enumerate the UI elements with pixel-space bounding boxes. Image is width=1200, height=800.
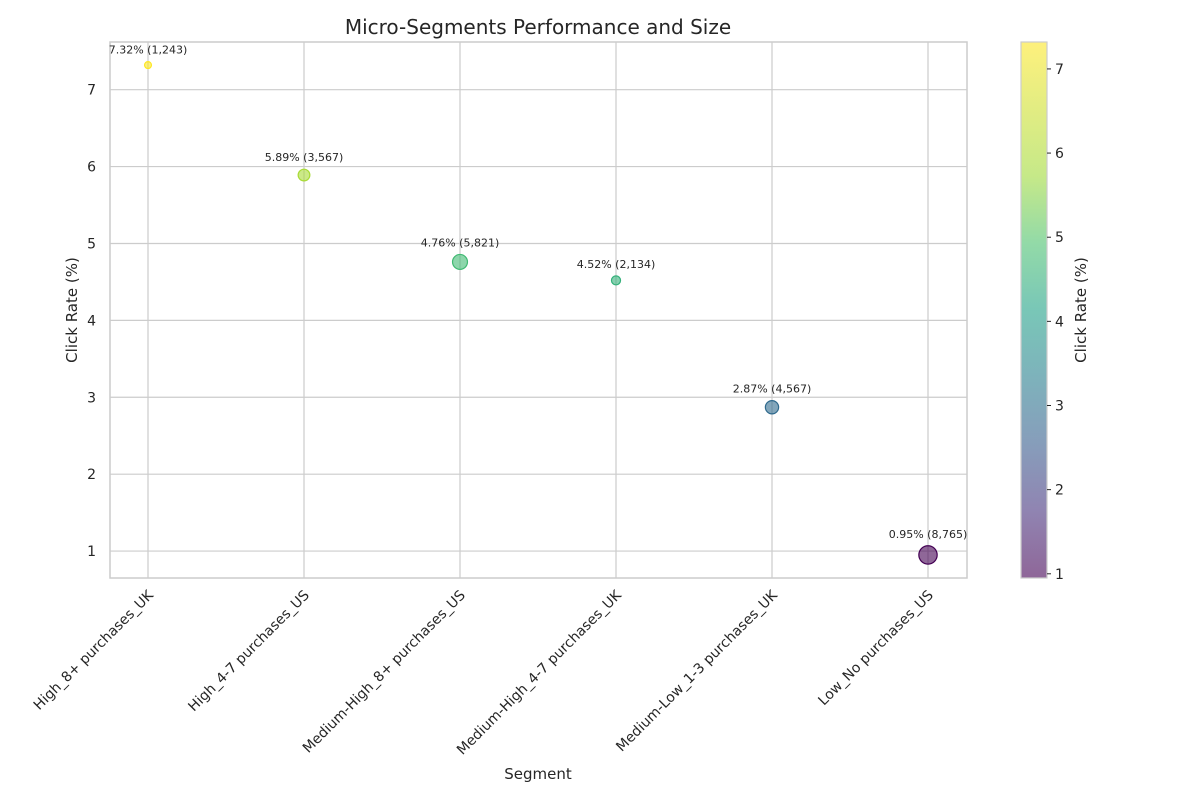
colorbar-tick-label: 2 (1055, 483, 1064, 499)
colorbar-tick-label: 5 (1055, 230, 1064, 246)
colorbar-tick-label: 3 (1055, 399, 1064, 415)
data-point (610, 275, 622, 286)
data-label: 2.87% (4,567) (733, 383, 812, 396)
data-point (764, 400, 780, 415)
data-label: 0.95% (8,765) (889, 528, 968, 541)
data-point (451, 253, 469, 271)
data-point (297, 168, 311, 182)
colorbar: 1 2 3 4 5 6 7 (1020, 41, 1064, 583)
colorbar-label: Click Rate (%) (1072, 257, 1090, 363)
x-tick-label: Medium-High_4-7 purchases_UK (454, 587, 625, 758)
y-tick-label: 3 (87, 390, 96, 406)
y-tick-label: 4 (87, 313, 96, 329)
data-label: 4.52% (2,134) (577, 258, 656, 271)
colorbar-gradient (1020, 41, 1048, 579)
y-axis-label: Click Rate (%) (63, 257, 81, 363)
y-tick-label: 7 (87, 83, 96, 99)
data-point (918, 545, 938, 565)
colorbar-tick-label: 7 (1055, 62, 1064, 78)
colorbar-tick-label: 4 (1055, 314, 1064, 330)
x-tick-label: High_4-7 purchases_US (185, 587, 312, 714)
y-tick-label: 5 (87, 236, 96, 252)
plot-frame (109, 41, 968, 579)
x-tick-label: High_8+ purchases_UK (31, 587, 158, 714)
data-label: 4.76% (5,821) (421, 236, 500, 249)
x-tick-label: Medium-Low_1-3 purchases_UK (613, 587, 781, 755)
colorbar-tick-label: 6 (1055, 146, 1064, 162)
x-tick-label: Medium-High_8+ purchases_US (300, 587, 469, 756)
y-tick-label: 6 (87, 160, 96, 176)
colorbar-tick-label: 1 (1055, 567, 1064, 583)
x-tick-label: Low_No purchases_US (815, 587, 937, 709)
data-label: 7.32% (1,243) (109, 44, 188, 57)
y-tick-label: 2 (87, 467, 96, 483)
chart-title: Micro-Segments Performance and Size (345, 15, 731, 39)
data-label: 5.89% (3,567) (265, 151, 344, 164)
data-point (143, 61, 153, 70)
y-tick-label: 1 (87, 544, 96, 560)
x-axis-label: Segment (504, 765, 572, 783)
